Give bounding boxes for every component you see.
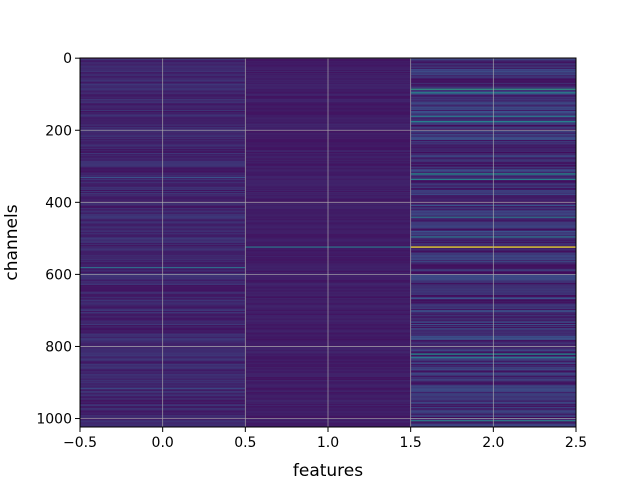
x-tick-label: 1.5 bbox=[400, 435, 422, 451]
y-axis-ticks: 0 200 400 600 800 1000 bbox=[36, 51, 80, 428]
y-tick-label: 400 bbox=[45, 195, 72, 211]
x-axis-ticks: −0.5 0.0 0.5 1.0 1.5 2.0 2.5 bbox=[63, 427, 587, 451]
y-tick-label: 800 bbox=[45, 339, 72, 355]
y-tick-label: 600 bbox=[45, 267, 72, 283]
x-tick-label: 2.0 bbox=[482, 435, 504, 451]
x-axis-label: features bbox=[293, 461, 363, 480]
y-axis-label: channels bbox=[2, 204, 22, 280]
x-tick-label: 1.0 bbox=[317, 435, 339, 451]
x-tick-label: 0.5 bbox=[234, 435, 256, 451]
y-tick-label: 200 bbox=[45, 123, 72, 139]
x-tick-label: 2.5 bbox=[565, 435, 587, 451]
x-tick-label: −0.5 bbox=[63, 435, 97, 451]
x-tick-label: 0.0 bbox=[152, 435, 174, 451]
y-tick-label: 0 bbox=[63, 51, 72, 67]
y-tick-label: 1000 bbox=[36, 412, 72, 428]
